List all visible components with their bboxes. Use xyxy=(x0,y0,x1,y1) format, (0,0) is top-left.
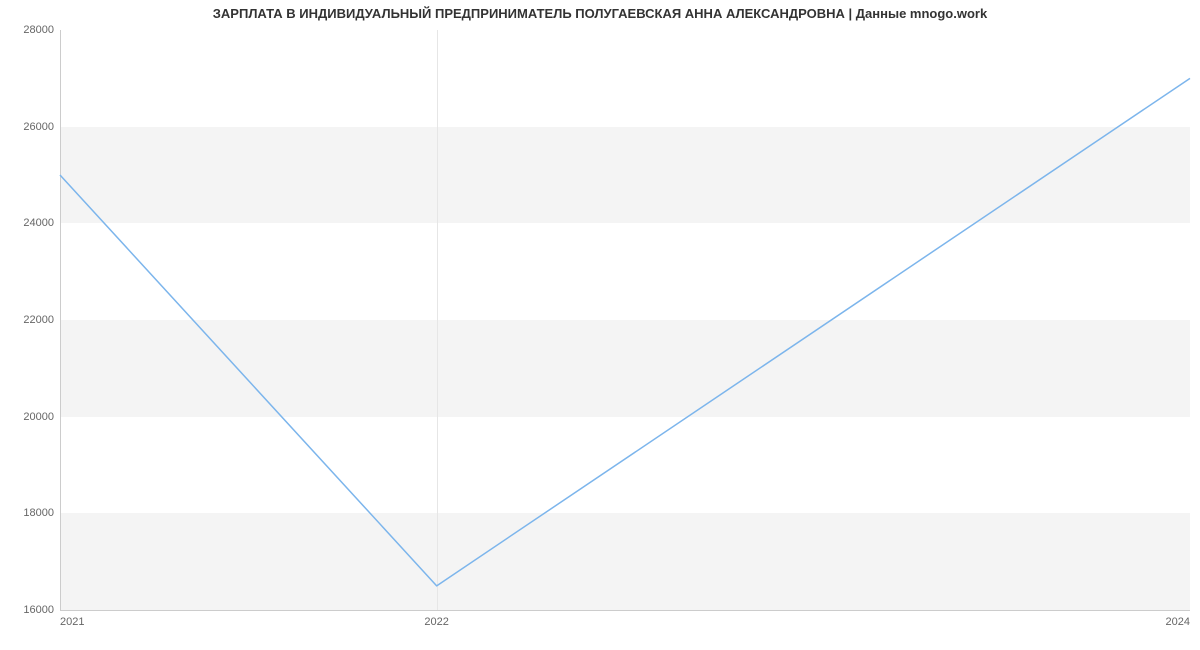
y-tick-label: 26000 xyxy=(23,121,54,133)
y-tick-label: 24000 xyxy=(23,217,54,229)
plot-area: 1600018000200002200024000260002800020212… xyxy=(60,30,1190,610)
y-tick-label: 18000 xyxy=(23,507,54,519)
chart-title: ЗАРПЛАТА В ИНДИВИДУАЛЬНЫЙ ПРЕДПРИНИМАТЕЛ… xyxy=(0,6,1200,21)
y-tick-label: 22000 xyxy=(23,314,54,326)
series-layer xyxy=(60,30,1190,610)
salary-line-chart: ЗАРПЛАТА В ИНДИВИДУАЛЬНЫЙ ПРЕДПРИНИМАТЕЛ… xyxy=(0,0,1200,650)
y-tick-label: 16000 xyxy=(23,604,54,616)
series-line-salary xyxy=(60,78,1190,586)
y-tick-label: 28000 xyxy=(23,24,54,36)
x-tick-label: 2021 xyxy=(60,616,84,628)
x-axis-line xyxy=(60,610,1190,611)
y-tick-label: 20000 xyxy=(23,411,54,423)
x-tick-label: 2024 xyxy=(1166,616,1190,628)
x-tick-label: 2022 xyxy=(424,616,448,628)
